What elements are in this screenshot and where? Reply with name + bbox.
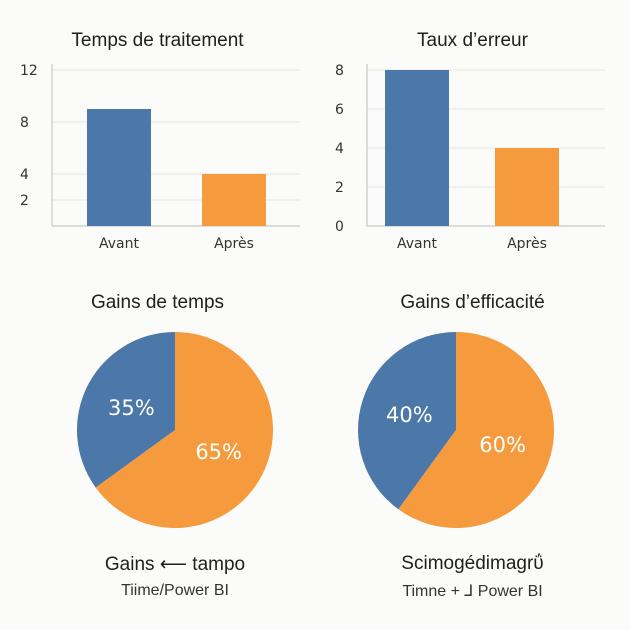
caption-left-line2: Tiime/Power BI [121, 582, 229, 599]
pie-slice-label: 40% [386, 403, 433, 427]
y-tick-label: 8 [20, 115, 29, 131]
caption-right: Scimogédimagrΰ Timne + ⅃ Power BI [315, 553, 630, 601]
bar-chart-panel-1: Temps de traitement 2 4 8 12 Avant Après [0, 0, 315, 270]
bar-après [202, 174, 266, 226]
bar-chart-error-rate: 0 2 4 6 8 Avant Après [335, 63, 605, 252]
chart-title-efficiency-gains: Gains d’efficacité [400, 292, 545, 313]
pie-slice-1 [77, 332, 175, 488]
x-tick-label: Après [214, 236, 254, 252]
y-tick-label: 4 [20, 167, 29, 183]
bar-chart-panel-2: Taux d’erreur 0 2 4 6 8 Avant Après [315, 0, 630, 270]
bar-avant [87, 109, 151, 226]
caption-right-line2: Timne + ⅃ Power BI [402, 583, 543, 600]
pie-slice-label: 65% [195, 440, 242, 464]
pie-slice-1 [358, 332, 456, 510]
chart-title-processing-time: Temps de traitement [71, 30, 244, 51]
chart-title-error-rate: Taux d’erreur [417, 30, 528, 51]
y-tick-label: 2 [20, 193, 29, 209]
x-tick-label: Avant [397, 236, 437, 252]
caption-right-line1: Scimogédimagrΰ [401, 553, 544, 574]
y-tick-label: 8 [335, 63, 344, 79]
y-tick-label: 0 [335, 219, 344, 235]
pie-chart-time-gains: 35% 65% [77, 332, 273, 528]
chart-title-time-gains: Gains de temps [90, 292, 225, 313]
bar-chart-processing-time: 2 4 8 12 Avant Après [20, 63, 300, 252]
pie-slice-2 [95, 332, 273, 528]
pie-chart-panel-1: Gains de temps 35% 65% [0, 280, 315, 540]
pie-chart-panel-2: Gains d’efficacité 40% 60% [315, 280, 630, 540]
y-tick-label: 2 [335, 180, 344, 196]
pie-slice-label: 60% [479, 433, 526, 457]
pie-slice-label: 35% [108, 396, 155, 420]
pie-chart-efficiency-gains: 40% 60% [358, 332, 554, 528]
caption-left: Gains ⟵ tampo Tiime/Power BI [0, 553, 350, 600]
bar-après [495, 148, 559, 226]
x-tick-label: Après [507, 236, 547, 252]
y-tick-label: 6 [335, 102, 344, 118]
y-tick-label: 12 [20, 63, 38, 79]
y-tick-label: 4 [335, 141, 344, 157]
caption-left-line1: Gains ⟵ tampo [104, 554, 246, 575]
pie-slice-2 [398, 332, 554, 528]
x-tick-label: Avant [99, 236, 139, 252]
bar-avant [385, 70, 449, 226]
